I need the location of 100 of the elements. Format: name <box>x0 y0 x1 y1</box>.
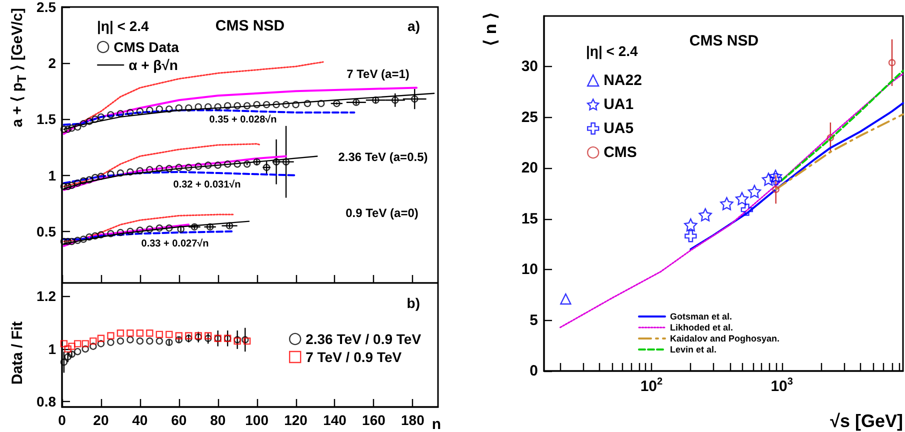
point <box>146 106 154 114</box>
point <box>243 102 251 110</box>
y-tick-label: 0.8 <box>36 394 56 410</box>
point <box>97 172 105 180</box>
legend-label: CMS <box>604 144 637 161</box>
annotation: 2.36 TeV (a=0.5) <box>338 150 428 164</box>
point <box>126 330 134 337</box>
point <box>304 100 312 108</box>
point <box>224 102 232 110</box>
point <box>136 226 144 234</box>
point <box>175 104 182 112</box>
point <box>92 174 99 182</box>
point <box>177 226 184 233</box>
point <box>175 332 182 340</box>
y-tick-label: 20 <box>521 160 538 177</box>
x-tick-label: 80 <box>210 412 226 428</box>
point <box>190 223 198 230</box>
point <box>146 166 154 174</box>
point <box>74 180 82 187</box>
y-tick-label: 30 <box>521 58 538 76</box>
point <box>68 182 76 189</box>
point <box>204 103 212 110</box>
point <box>107 170 114 178</box>
point <box>156 164 164 172</box>
y-tick-label: 10 <box>521 261 538 278</box>
point <box>206 223 214 230</box>
point <box>107 332 114 340</box>
x-tick-label: 40 <box>132 412 148 428</box>
legend-label: α + β√n <box>128 57 178 73</box>
y-tick-label: 2.5 <box>36 0 56 15</box>
line-series <box>63 143 262 188</box>
point <box>146 226 154 233</box>
point <box>74 236 82 244</box>
point <box>107 111 114 118</box>
point <box>204 334 212 342</box>
point <box>116 337 124 345</box>
point <box>185 334 192 342</box>
point <box>333 100 340 108</box>
point <box>86 176 93 184</box>
annotation: |η| < 2.4 <box>586 43 638 60</box>
annotation: 0.35 + 0.028√n <box>209 114 277 126</box>
point <box>352 98 360 106</box>
point <box>136 167 144 174</box>
point <box>243 160 251 168</box>
point <box>272 101 280 108</box>
annotation: b) <box>406 295 420 311</box>
y-axis-title: Data / Fit <box>9 320 26 387</box>
point <box>282 158 290 166</box>
point <box>60 238 68 246</box>
point <box>166 106 173 113</box>
point <box>253 158 260 166</box>
point <box>185 104 192 112</box>
point <box>107 230 114 238</box>
legend-label: Kaidalov and Poghosyan. <box>670 334 780 344</box>
point <box>97 113 105 121</box>
point <box>166 338 173 346</box>
annotation: |η| < 2.4 <box>97 18 150 35</box>
annotation: CMS NSD <box>215 18 285 34</box>
annotation: 0.33 + 0.027√n <box>141 238 209 250</box>
point <box>86 118 93 126</box>
y-tick-label: 1 <box>48 167 56 184</box>
y-tick-label: 15 <box>521 210 538 228</box>
point <box>146 330 154 337</box>
point <box>204 332 212 340</box>
point <box>262 164 270 172</box>
point <box>82 340 89 348</box>
point <box>68 238 76 246</box>
point <box>214 103 222 110</box>
point <box>80 120 88 128</box>
annotation: 0.9 TeV (a=0) <box>346 206 418 220</box>
point <box>226 222 234 230</box>
point <box>234 102 241 110</box>
point <box>156 330 164 338</box>
point <box>64 182 72 190</box>
x-axis-title: n <box>432 416 441 432</box>
point <box>292 101 300 108</box>
point <box>116 330 124 337</box>
point <box>166 330 173 338</box>
point <box>74 340 82 348</box>
point <box>175 164 182 172</box>
x-tick-label: 180 <box>400 412 425 428</box>
y-tick-label: 0.5 <box>36 223 56 240</box>
point <box>156 337 164 345</box>
x-tick-label: 60 <box>171 412 187 428</box>
point <box>166 224 173 232</box>
point <box>136 330 144 337</box>
y-tick-label: 1.5 <box>36 111 56 128</box>
point <box>372 96 380 104</box>
point <box>234 160 241 168</box>
x-tick-label: 140 <box>323 412 347 428</box>
x-tick-label: 100 <box>245 412 269 428</box>
point <box>126 108 134 116</box>
point <box>175 336 182 344</box>
legend-label: Levin et al. <box>670 344 717 354</box>
point <box>97 340 105 348</box>
legend-label: Gotsman et al. <box>670 312 732 322</box>
x-tick-label: 20 <box>93 412 109 428</box>
point <box>92 232 99 240</box>
point <box>166 164 173 172</box>
line-series <box>62 230 234 240</box>
